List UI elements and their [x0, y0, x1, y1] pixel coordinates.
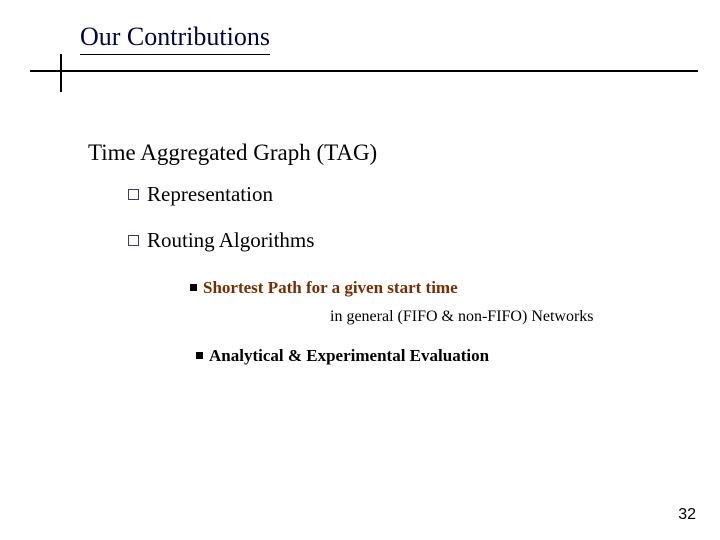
title-rule-vertical [60, 54, 62, 92]
slide: Our Contributions Time Aggregated Graph … [0, 0, 720, 540]
sub-item-shortest-path: Shortest Path for a given start time [190, 278, 458, 298]
sub-item-shortest-detail: in general (FIFO & non-FIFO) Networks [330, 308, 594, 326]
list-item-label: Representation [147, 182, 273, 206]
bullet-filled-icon [196, 352, 203, 359]
bullet-filled-icon [190, 284, 197, 291]
slide-title: Our Contributions [80, 22, 270, 55]
bullet-square-icon [128, 189, 139, 200]
page-number: 32 [678, 506, 696, 524]
list-item-label: Routing Algorithms [147, 228, 314, 252]
sub-item-label: Analytical & Experimental Evaluation [209, 346, 489, 365]
section-heading: Time Aggregated Graph (TAG) [88, 140, 377, 166]
list-item-routing: Routing Algorithms [128, 228, 314, 253]
title-rule-horizontal [30, 70, 698, 72]
bullet-square-icon [128, 235, 139, 246]
list-item-representation: Representation [128, 182, 273, 207]
sub-item-evaluation: Analytical & Experimental Evaluation [196, 346, 489, 366]
sub-item-label: Shortest Path for a given start time [203, 278, 458, 297]
